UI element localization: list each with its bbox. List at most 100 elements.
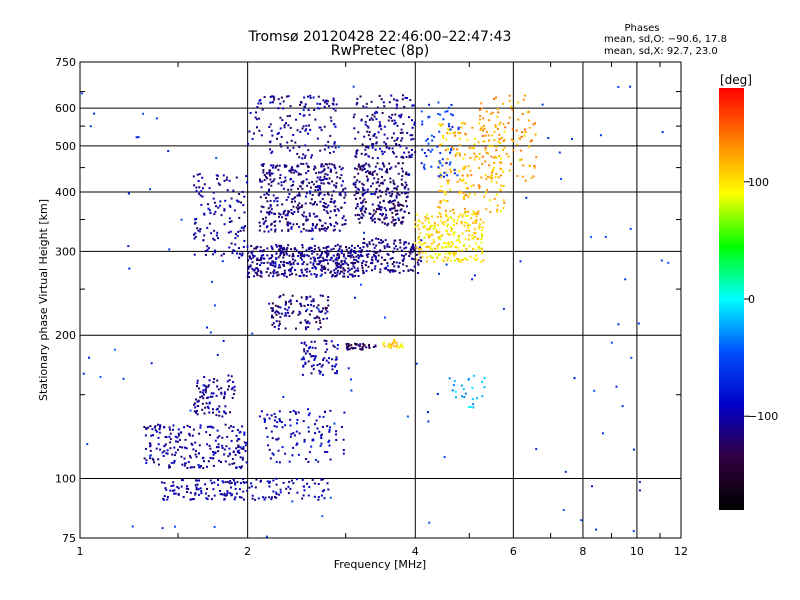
data-point [323,227,326,230]
data-point [223,453,226,456]
data-point [222,340,225,342]
data-point [411,247,414,250]
data-point [241,465,243,468]
data-point [194,218,196,221]
data-point [475,215,478,218]
data-point [431,248,434,251]
data-point [367,145,369,148]
data-point [242,446,245,448]
data-point [430,256,433,259]
data-point [632,448,635,451]
data-point [296,165,299,168]
data-point [174,451,177,454]
data-point [373,133,376,135]
data-point [255,247,258,250]
data-point [350,261,353,264]
data-point [234,496,237,499]
data-point [279,116,282,119]
data-point [278,244,281,247]
data-point [320,437,323,439]
data-point [439,219,442,222]
data-point [290,248,293,251]
data-point [433,224,436,227]
data-point [456,174,459,177]
data-point [430,242,433,245]
data-point [300,341,303,344]
data-point [320,260,323,263]
data-point [388,191,391,194]
data-point [184,446,186,449]
data-point [271,323,274,326]
data-point [164,487,167,490]
data-point [485,208,488,211]
data-point [496,127,499,130]
data-point [326,259,329,262]
data-point [194,484,197,487]
data-point [478,157,481,160]
data-point [314,215,317,218]
data-point [343,411,346,414]
data-point [289,126,292,129]
data-point [480,238,483,241]
data-point [237,451,240,454]
data-point [368,118,371,121]
data-point [366,245,369,248]
data-point [127,192,130,195]
data-point [463,167,466,170]
data-point [213,452,216,455]
data-point [188,433,191,436]
data-point [479,218,482,221]
data-point [380,168,383,171]
data-point [451,146,453,149]
data-point [402,263,405,266]
data-point [301,252,304,255]
data-point [230,242,233,245]
data-point [456,246,459,249]
data-point [452,148,455,151]
data-point [637,322,640,325]
data-point [406,97,408,99]
data-point [235,199,238,202]
data-point [306,296,309,299]
data-point [317,189,319,191]
data-point [392,270,395,273]
data-point [238,465,241,468]
data-point [328,177,331,180]
data-point [187,488,190,490]
data-point [391,269,394,272]
data-point [113,348,116,351]
data-point [518,137,521,140]
data-point [365,171,368,174]
data-point [458,144,461,147]
data-point [316,427,319,430]
data-point [301,478,304,481]
data-point [326,102,329,105]
data-point [478,225,481,228]
data-point [440,143,443,146]
data-point [497,176,500,179]
data-point [406,205,408,208]
data-point [304,144,307,147]
data-point [354,296,356,299]
data-point [400,178,403,181]
data-point [329,116,332,119]
data-point [238,193,241,195]
data-point [309,202,312,205]
data-point [480,176,483,179]
data-point [375,244,378,247]
data-point [282,293,285,296]
data-point [312,439,315,442]
data-point [394,209,397,212]
data-point [299,321,302,324]
data-point [263,174,266,177]
data-point [263,498,266,501]
data-point [388,162,391,165]
data-point [313,165,316,168]
data-point [267,230,270,233]
data-point [522,98,525,101]
data-point [375,110,378,113]
data-point [172,428,174,431]
data-point [275,252,278,255]
data-point [272,490,275,493]
data-point [271,437,274,440]
